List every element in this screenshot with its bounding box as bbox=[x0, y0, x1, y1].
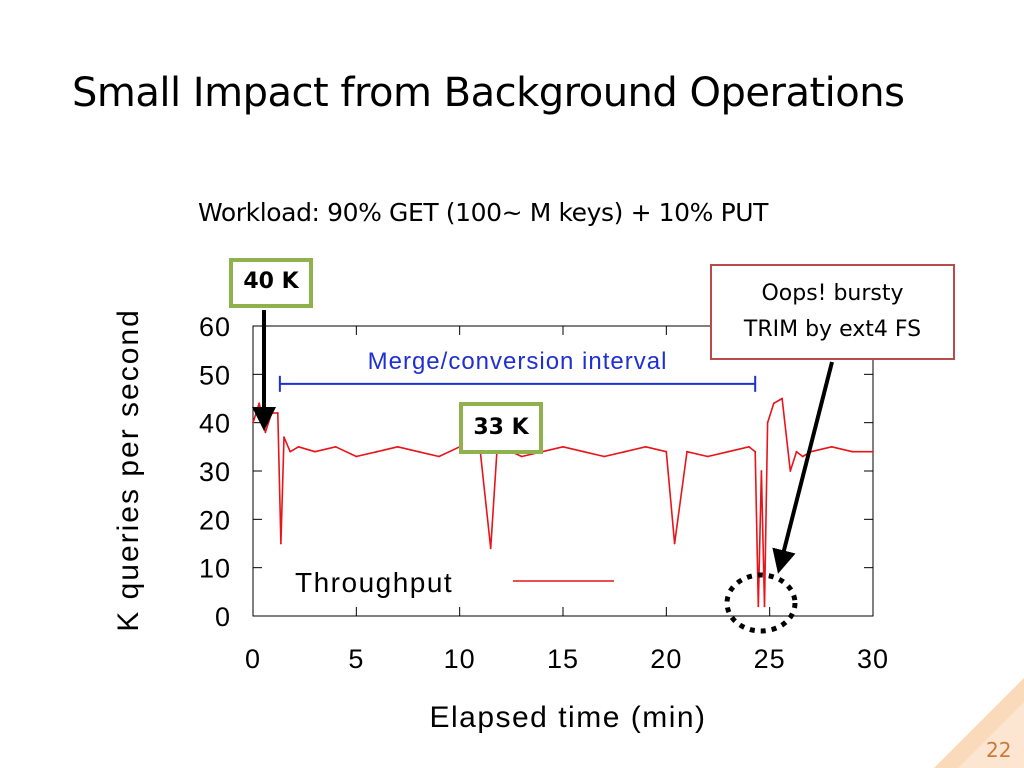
data-point bbox=[417, 450, 420, 453]
data-point bbox=[727, 450, 730, 453]
data-point bbox=[851, 450, 854, 453]
axis-ticks: 0 10 20 30 40 50 60 0 5 10 15 20 25 30 bbox=[199, 312, 889, 674]
data-point bbox=[264, 431, 267, 434]
data-point bbox=[754, 450, 757, 453]
legend: Throughput bbox=[295, 567, 614, 598]
trim-callout-line1: Oops! bursty bbox=[761, 281, 904, 306]
trim-highlight-circle bbox=[724, 572, 798, 634]
trim-callout-line2: TRIM by ext4 FS bbox=[743, 317, 922, 342]
y-tick-label: 0 bbox=[215, 602, 231, 632]
data-point bbox=[489, 547, 492, 550]
trim-callout: Oops! bursty TRIM by ext4 FS bbox=[710, 264, 955, 360]
y-tick-label: 30 bbox=[199, 457, 231, 487]
data-point bbox=[795, 450, 798, 453]
axis-labels: Elapsed time (min) K queries per second bbox=[112, 308, 706, 734]
x-tick-label: 10 bbox=[444, 644, 476, 674]
y-axis-title: K queries per second bbox=[112, 308, 145, 632]
interval-annotation: Merge/conversion interval bbox=[278, 348, 757, 392]
data-point bbox=[297, 445, 300, 448]
data-point bbox=[396, 445, 399, 448]
data-point bbox=[760, 470, 763, 472]
data-point bbox=[766, 421, 769, 424]
data-point bbox=[686, 450, 688, 453]
data-point bbox=[830, 445, 833, 448]
y-tick-label: 50 bbox=[199, 360, 231, 390]
data-point bbox=[520, 455, 523, 458]
data-point bbox=[252, 421, 254, 424]
interval-label: Merge/conversion interval bbox=[368, 348, 668, 375]
data-point bbox=[258, 402, 261, 405]
data-point bbox=[280, 542, 282, 545]
data-point bbox=[276, 412, 279, 414]
data-point bbox=[644, 445, 647, 448]
data-point bbox=[789, 470, 792, 472]
steady-throughput-callout: 33 K bbox=[459, 402, 543, 454]
data-point bbox=[748, 445, 750, 448]
x-tick-label: 30 bbox=[857, 644, 889, 674]
x-tick-label: 0 bbox=[245, 644, 261, 674]
x-tick-label: 20 bbox=[650, 644, 682, 674]
data-point bbox=[872, 450, 874, 453]
data-point bbox=[334, 445, 337, 448]
x-tick-label: 25 bbox=[754, 644, 786, 674]
x-tick-label: 5 bbox=[348, 644, 364, 674]
data-point bbox=[763, 605, 766, 608]
data-point bbox=[757, 605, 760, 608]
data-point bbox=[706, 455, 709, 458]
slide-title: Small Impact from Background Operations bbox=[72, 70, 905, 116]
annotation-arrows bbox=[252, 310, 834, 634]
data-point bbox=[603, 455, 606, 458]
y-tick-label: 60 bbox=[199, 312, 231, 342]
data-point bbox=[665, 450, 668, 453]
data-point bbox=[624, 450, 626, 453]
legend-label: Throughput bbox=[295, 567, 453, 598]
throughput-series-line bbox=[252, 397, 873, 608]
corner-decoration bbox=[934, 678, 1024, 768]
data-point bbox=[562, 445, 564, 448]
y-tick-label: 40 bbox=[199, 409, 231, 439]
page-number: 22 bbox=[986, 738, 1012, 762]
peak-throughput-callout: 40 K bbox=[229, 258, 313, 308]
data-point bbox=[673, 542, 676, 545]
x-axis-title: Elapsed time (min) bbox=[429, 701, 706, 734]
data-point bbox=[289, 450, 292, 453]
data-point bbox=[582, 450, 585, 453]
data-point bbox=[270, 412, 273, 414]
data-point bbox=[801, 455, 804, 458]
data-point bbox=[314, 450, 316, 453]
y-tick-label: 10 bbox=[199, 554, 231, 584]
data-point bbox=[781, 397, 783, 400]
data-point bbox=[438, 455, 440, 458]
data-point bbox=[772, 402, 775, 405]
y-tick-label: 20 bbox=[199, 505, 231, 535]
trim-arrow bbox=[772, 361, 834, 574]
data-point bbox=[283, 436, 285, 439]
data-point bbox=[355, 455, 358, 458]
data-point bbox=[376, 450, 378, 453]
x-tick-label: 15 bbox=[547, 644, 579, 674]
workload-subtitle: Workload: 90% GET (100~ M keys) + 10% PU… bbox=[198, 198, 769, 227]
